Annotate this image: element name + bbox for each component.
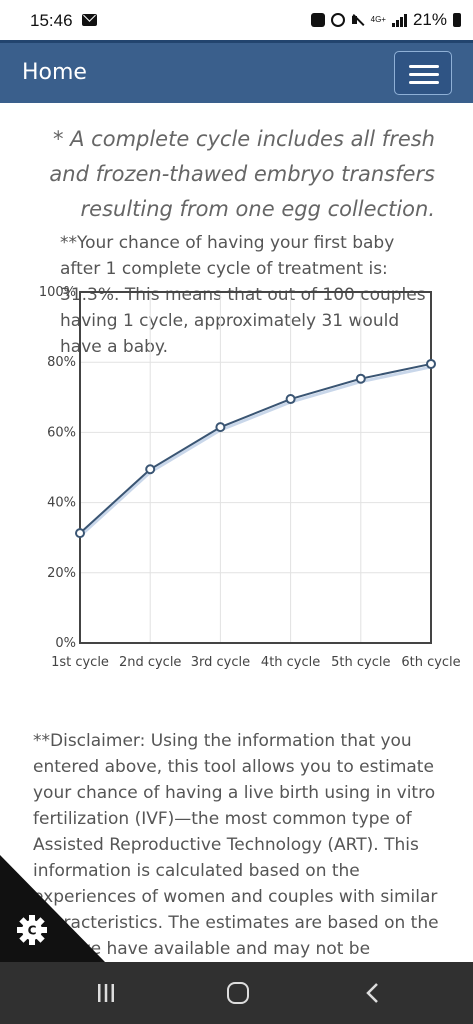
menu-button[interactable] <box>394 51 452 95</box>
battery-icon <box>453 13 461 27</box>
data-point <box>355 373 366 384</box>
series-line <box>79 362 432 534</box>
data-point <box>145 464 156 475</box>
home-link[interactable]: Home <box>22 60 87 85</box>
x-tick-label: 5th cycle <box>331 655 390 670</box>
x-tick-label: 6th cycle <box>401 655 460 670</box>
alarm-icon <box>330 13 345 27</box>
y-tick-label: 40% <box>47 496 76 511</box>
series-line-shadow <box>78 365 432 538</box>
battery-percent: 21% <box>412 10 447 29</box>
network-label: 4G+ <box>370 15 386 24</box>
status-time: 15:46 <box>30 11 73 30</box>
system-nav-bar <box>0 962 473 1024</box>
data-point <box>215 422 226 433</box>
hamburger-bar <box>409 73 439 76</box>
app-header: Home <box>0 40 473 103</box>
y-tick-label: 20% <box>47 566 76 581</box>
badge-letter: C <box>28 924 37 938</box>
status-bar: 15:46 4G+ 21% <box>0 0 473 42</box>
disclaimer-text: **Disclaimer: Using the information that… <box>33 731 439 959</box>
y-tick-label: 100% <box>39 285 76 300</box>
signal-icon <box>391 13 407 27</box>
data-point <box>75 528 85 539</box>
data-point <box>285 394 296 405</box>
data-point <box>426 358 436 369</box>
x-tick-label: 3rd cycle <box>191 655 250 670</box>
plot-frame <box>79 291 432 644</box>
chart-svg: 0% 20% 40% 60% 80% 100% 1st cycle 2nd cycle 3rd … <box>39 285 461 670</box>
mute-icon <box>351 13 365 27</box>
status-icons: 4G+ 21% <box>310 10 461 30</box>
x-tick-label: 1st cycle <box>51 655 109 670</box>
back-icon[interactable] <box>362 982 384 1004</box>
cycle-footnote: * A complete cycle includes all fresh an… <box>49 127 435 221</box>
y-tick-label: 60% <box>47 425 76 440</box>
x-tick-label: 2nd cycle <box>119 655 182 670</box>
gear-icon[interactable]: C <box>12 910 52 950</box>
home-icon[interactable] <box>227 982 249 1004</box>
y-tick-label: 80% <box>47 355 76 370</box>
app-icon <box>310 13 325 27</box>
y-tick-label: 0% <box>55 636 76 651</box>
recent-apps-icon[interactable] <box>95 982 117 1004</box>
hamburger-bar <box>409 81 439 84</box>
hamburger-menu-icon <box>409 65 439 68</box>
mail-icon <box>82 14 97 26</box>
x-tick-label: 4th cycle <box>261 655 320 670</box>
cumulative-chance-chart: 0% 20% 40% 60% 80% 100% 1st cycle 2nd cycle 3rd … <box>0 280 473 680</box>
chance-text: **Your chance of having your first baby … <box>60 233 426 357</box>
